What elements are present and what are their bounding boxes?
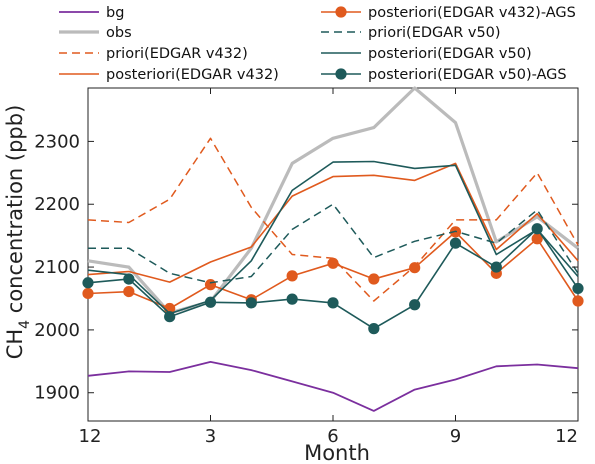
legend-entry-posteriori-edgar-v432: posteriori(EDGAR v432) — [59, 67, 279, 83]
data-point-posteriori-edgar-v50-ags — [245, 297, 257, 309]
data-point-posteriori-edgar-v50-ags — [572, 282, 584, 295]
data-point-posteriori-edgar-v432-ags — [82, 287, 94, 300]
x-tick-label: 12 — [79, 426, 102, 447]
legend-marker — [335, 68, 347, 80]
series-line-bg — [87, 360, 579, 412]
y-tick-label: 2200 — [34, 194, 80, 215]
legend-entry-posteriori-edgar-v50-ags: posteriori(EDGAR v50)-AGS — [321, 67, 567, 83]
x-tick-label: 6 — [327, 426, 338, 447]
data-point-posteriori-edgar-v50-ags — [327, 297, 339, 309]
data-point-posteriori-edgar-v432-ags — [572, 295, 584, 307]
y-axis-title-suffix: concentration (ppb) — [3, 105, 27, 320]
legend-label: obs — [106, 25, 132, 41]
data-point-posteriori-edgar-v432-ags — [204, 279, 217, 291]
data-point-posteriori-edgar-v50-ags — [204, 296, 217, 308]
y-tick-label: 2000 — [34, 320, 80, 341]
y-tick-label: 2100 — [34, 257, 80, 278]
y-tick-label: 2300 — [34, 131, 80, 152]
legend-marker — [335, 6, 347, 18]
legend-label: posteriori(EDGAR v432) — [106, 67, 279, 83]
legend-label: priori(EDGAR v432) — [106, 46, 248, 62]
y-axis-title: CH4 concentration (ppb) — [3, 105, 33, 360]
legend-entry-obs: obs — [59, 25, 132, 41]
legend-entry-bg: bg — [59, 5, 124, 21]
legend-label: posteriori(EDGAR v50) — [368, 46, 532, 62]
legend-label: priori(EDGAR v50) — [368, 25, 501, 41]
data-point-posteriori-edgar-v50-ags — [449, 237, 462, 249]
series-line-posteriori-edgar-v432 — [87, 162, 579, 283]
series-lines — [82, 86, 584, 412]
legend-entry-posteriori-edgar-v432-ags: posteriori(EDGAR v432)-AGS — [321, 5, 576, 21]
y-axis-title-subscript: 4 — [17, 320, 33, 329]
data-point-posteriori-edgar-v432-ags — [327, 257, 339, 269]
x-tick-label: 9 — [450, 426, 461, 447]
data-point-posteriori-edgar-v50-ags — [368, 323, 380, 335]
y-axis-title-prefix: CH — [3, 329, 27, 359]
data-point-posteriori-edgar-v432-ags — [123, 285, 135, 298]
data-point-posteriori-edgar-v50-ags — [164, 311, 176, 323]
x-tick-label: 3 — [205, 426, 216, 447]
legend-entry-priori-edgar-v432: priori(EDGAR v432) — [59, 46, 248, 62]
data-point-posteriori-edgar-v432-ags — [531, 233, 543, 245]
y-tick-label: 1900 — [34, 383, 80, 404]
axes: 1900 2000 2100 2200 2300 12 3 6 9 12 — [34, 88, 579, 447]
legend-label: posteriori(EDGAR v50)-AGS — [368, 67, 567, 83]
data-point-posteriori-edgar-v432-ags — [409, 262, 421, 274]
data-point-posteriori-edgar-v50-ags — [490, 261, 502, 273]
data-point-posteriori-edgar-v50-ags — [286, 293, 298, 305]
x-axis-title: Month — [304, 441, 370, 464]
data-point-posteriori-edgar-v50-ags — [409, 299, 421, 311]
data-point-posteriori-edgar-v50-ags — [531, 223, 543, 235]
legend: bg obs priori(EDGAR v432) posteriori(EDGAR … — [59, 5, 576, 83]
x-tick-label: 12 — [555, 426, 578, 447]
legend-entry-posteriori-edgar-v50: posteriori(EDGAR v50) — [321, 46, 532, 62]
legend-label: bg — [106, 5, 124, 21]
data-point-posteriori-edgar-v50-ags — [123, 273, 135, 285]
data-point-posteriori-edgar-v50-ags — [82, 277, 94, 289]
legend-label: posteriori(EDGAR v432)-AGS — [368, 5, 576, 21]
legend-entry-priori-edgar-v50: priori(EDGAR v50) — [321, 25, 501, 41]
data-point-posteriori-edgar-v432-ags — [286, 270, 298, 282]
data-point-posteriori-edgar-v432-ags — [368, 273, 380, 285]
